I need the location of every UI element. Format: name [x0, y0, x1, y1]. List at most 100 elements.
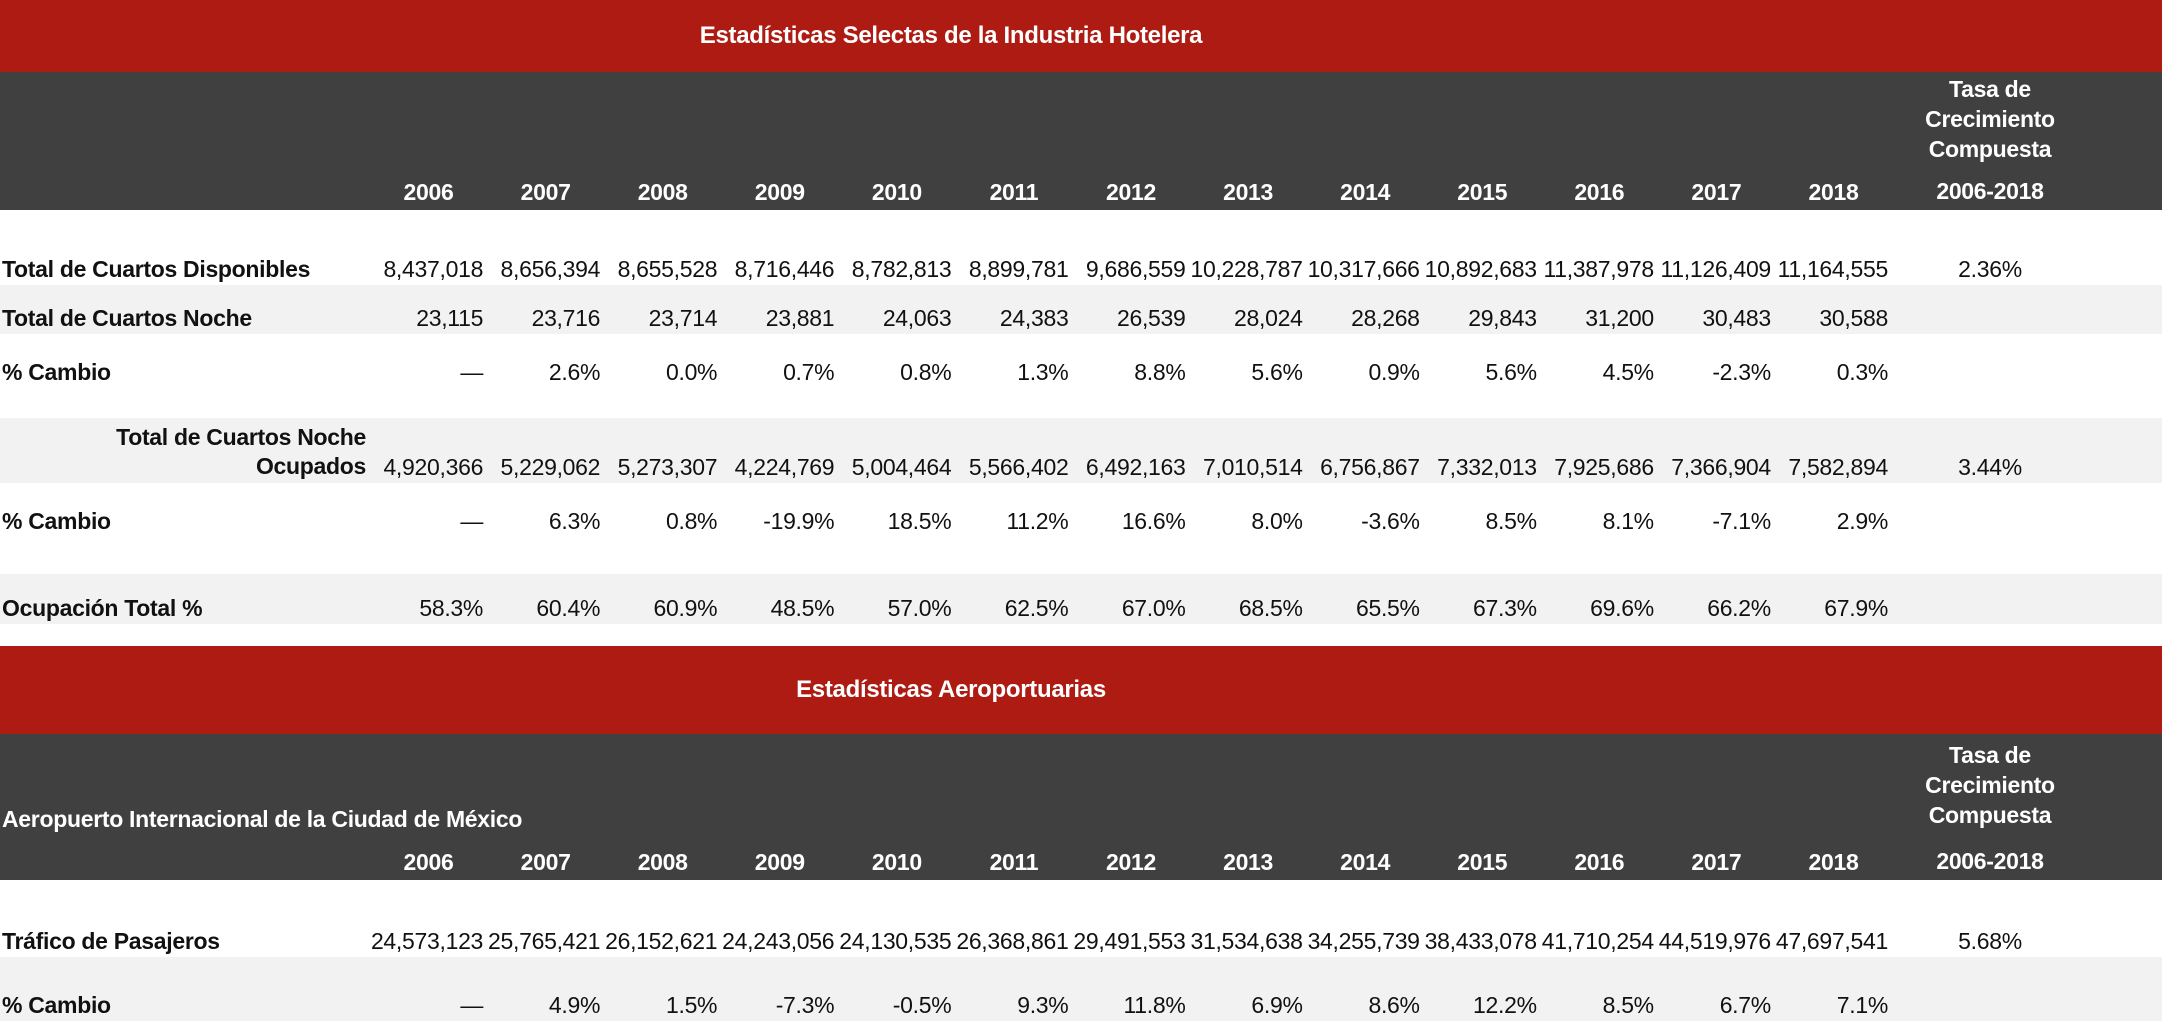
row-value: 30,483	[1702, 305, 1771, 331]
row-label: % Cambio	[2, 359, 111, 385]
row-pad	[2092, 483, 2162, 537]
row-value: —	[460, 359, 484, 385]
row-value: 0.7%	[783, 359, 835, 385]
row-value: 23,881	[765, 305, 835, 331]
row-value: -7.3%	[775, 992, 835, 1018]
row-pad	[2092, 906, 2162, 957]
row-value: 7,010,514	[1202, 454, 1303, 480]
row-value: 5,566,402	[968, 454, 1069, 480]
airport-cagr-header: Tasa de Crecimiento Compuesta 2006-2018	[1892, 734, 2092, 880]
spacer	[0, 880, 2162, 906]
row-cagr	[1892, 334, 2092, 388]
row-value: 7,332,013	[1437, 454, 1537, 480]
row-value: 47,697,541	[1775, 928, 1888, 954]
row-value: 67.0%	[1121, 595, 1186, 621]
row-value: 5.6%	[1251, 359, 1303, 385]
hotel-header: 2006 2007 2008 2009 2010 2011 2012 2013 …	[0, 72, 2162, 210]
row-value: 29,491,553	[1073, 928, 1186, 954]
hotel-row-occupancy: Ocupación Total % 58.3% 60.4% 60.9% 48.5…	[0, 574, 2162, 624]
row-value: 6.7%	[1719, 992, 1772, 1018]
airport-year-header: 2010	[871, 849, 922, 875]
row-value: -3.6%	[1361, 508, 1420, 534]
row-value: 8.8%	[1134, 359, 1186, 385]
row-value: 57.0%	[887, 595, 952, 621]
row-value: 24,383	[999, 305, 1069, 331]
row-label: Ocupación Total %	[2, 595, 203, 621]
row-value: 0.3%	[1836, 359, 1889, 385]
row-value: 23,714	[648, 305, 718, 331]
hotel-header-blank	[0, 72, 370, 210]
row-cagr: 3.44%	[1958, 454, 2022, 480]
row-value: 4.5%	[1602, 359, 1655, 385]
row-value: 69.6%	[1590, 595, 1654, 621]
row-value: 10,317,666	[1307, 256, 1420, 282]
row-value: 11,126,409	[1660, 256, 1772, 282]
row-pad	[2092, 334, 2162, 388]
row-label: Tráfico de Pasajeros	[2, 928, 220, 954]
row-value: 6.9%	[1251, 992, 1303, 1018]
row-value: 8.6%	[1368, 992, 1420, 1018]
airport-header: Aeropuerto Internacional de la Ciudad de…	[0, 734, 2162, 880]
row-value: 8,656,394	[500, 256, 601, 282]
row-label: Total de Cuartos Noche	[2, 305, 252, 331]
row-value: 23,115	[416, 305, 484, 331]
row-value: -19.9%	[763, 508, 835, 534]
row-value: 0.0%	[665, 359, 718, 385]
hotel-year-header: 2014	[1340, 179, 1391, 205]
row-value: 28,268	[1351, 305, 1420, 331]
row-label: % Cambio	[2, 992, 111, 1018]
row-value: 16.6%	[1121, 508, 1186, 534]
airport-cagr-period: 2006-2018	[1936, 848, 2044, 874]
row-value: 7,925,686	[1554, 454, 1654, 480]
row-value: 8,899,781	[968, 256, 1069, 282]
row-cagr	[1892, 574, 2092, 624]
row-value: 48.5%	[770, 595, 835, 621]
row-value: 12.2%	[1473, 992, 1537, 1018]
airport-header-pad	[2092, 734, 2162, 880]
row-value: 44,519,976	[1658, 928, 1771, 954]
airport-row-change: % Cambio — 4.9% 1.5% -7.3% -0.5% 9.3% 11…	[0, 957, 2162, 1021]
row-value: 2.9%	[1836, 508, 1889, 534]
row-value: 7.1%	[1836, 992, 1889, 1018]
row-value: 4.9%	[548, 992, 601, 1018]
row-value: 65.5%	[1355, 595, 1420, 621]
row-value: 30,588	[1819, 305, 1888, 331]
row-value: 4,224,769	[734, 454, 835, 480]
row-value: 31,200	[1585, 305, 1654, 331]
hotel-table-body: Total de Cuartos Disponibles 8,437,018 8…	[0, 210, 2162, 624]
row-value: 25,765,421	[488, 928, 601, 954]
airport-subtitle: Aeropuerto Internacional de la Ciudad de…	[2, 806, 523, 832]
row-value: 26,152,621	[605, 928, 718, 954]
row-value: -2.3%	[1712, 359, 1771, 385]
row-value: 8,716,446	[734, 256, 835, 282]
spacer	[0, 210, 2162, 224]
spacer	[0, 388, 2162, 418]
row-value: 5,004,464	[851, 454, 952, 480]
airport-row-passengers: Tráfico de Pasajeros 24,573,123 25,765,4…	[0, 906, 2162, 957]
row-value: 8.5%	[1602, 992, 1655, 1018]
row-label: % Cambio	[2, 508, 111, 534]
hotel-cagr-header-line: Compuesta	[1928, 136, 2052, 162]
row-value: 58.3%	[419, 595, 484, 621]
row-value: 60.4%	[536, 595, 601, 621]
row-value: 7,582,894	[1788, 454, 1888, 480]
row-value: 2.6%	[548, 359, 601, 385]
row-value: 60.9%	[653, 595, 718, 621]
hotel-title: Estadísticas Selectas de la Industria Ho…	[699, 22, 1203, 49]
airport-year-header: 2014	[1340, 849, 1391, 875]
hotel-year-header: 2018	[1808, 179, 1859, 205]
row-value: 5,273,307	[617, 454, 718, 480]
hotel-row-room-nights: Total de Cuartos Noche 23,115 23,716 23,…	[0, 285, 2162, 334]
row-value: 11.2%	[1006, 508, 1069, 534]
hotel-year-header: 2015	[1457, 179, 1508, 205]
hotel-year-header: 2006	[403, 179, 454, 205]
row-value: 24,243,056	[722, 928, 835, 954]
airport-year-header: 2015	[1457, 849, 1508, 875]
hotel-title-bar: Estadísticas Selectas de la Industria Ho…	[0, 0, 2162, 72]
row-value: 18.5%	[887, 508, 952, 534]
row-label: Total de Cuartos Disponibles	[2, 256, 311, 282]
airport-title-bar: Estadísticas Aeroportuarias	[0, 646, 2162, 734]
section-gap	[0, 624, 2162, 646]
row-value: 9.3%	[1017, 992, 1069, 1018]
hotel-row-change: % Cambio — 2.6% 0.0% 0.7% 0.8% 1.3% 8.8%…	[0, 334, 2162, 388]
